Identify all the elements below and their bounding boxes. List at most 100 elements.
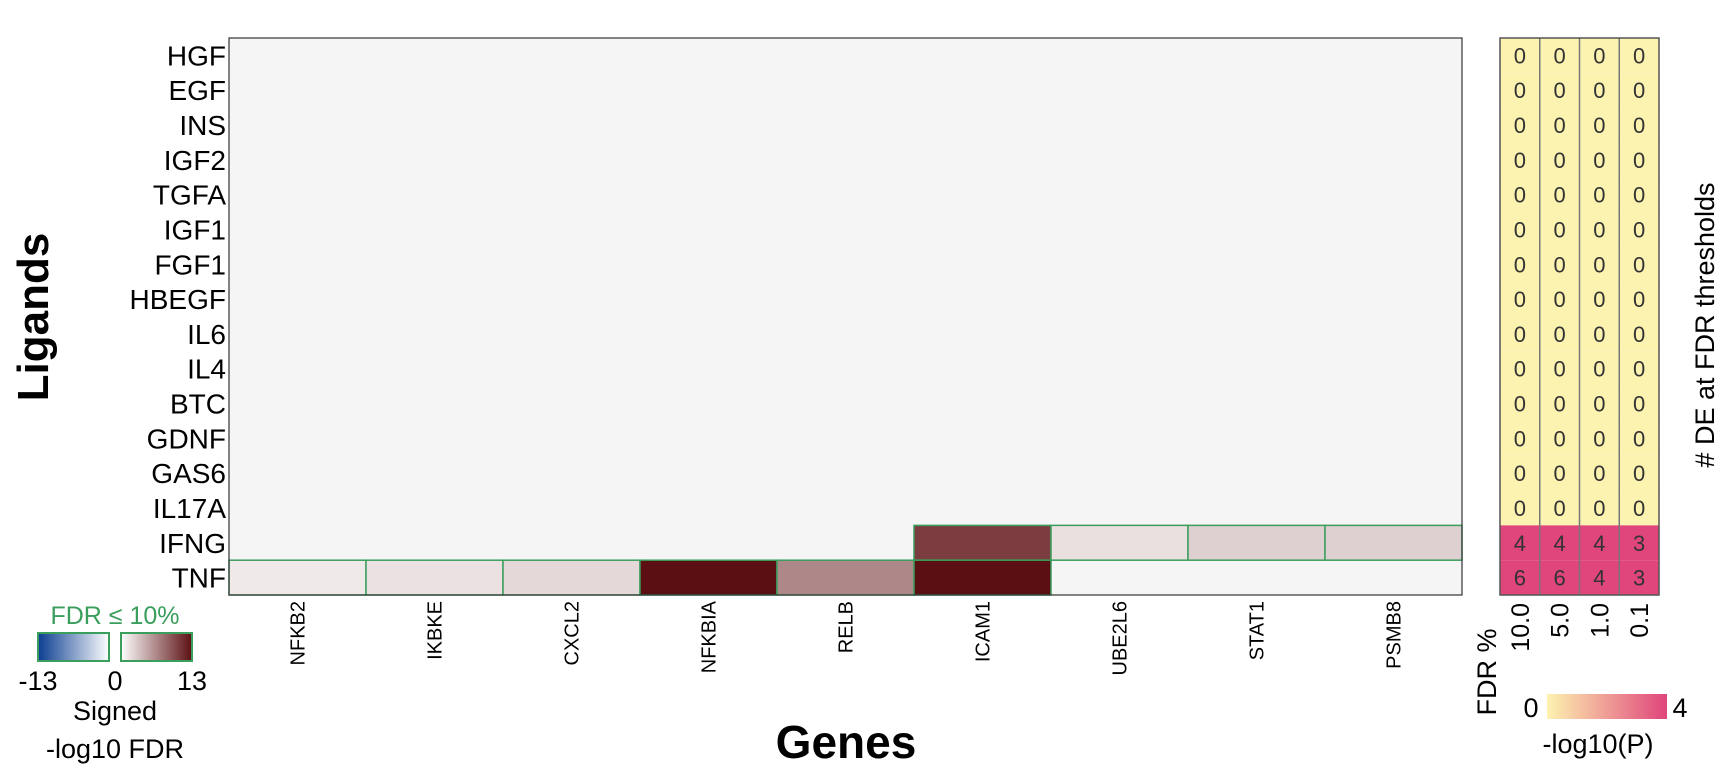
table-cell-hbegf-1.0	[1579, 281, 1620, 317]
table-cell-hgf-5.0	[1539, 38, 1580, 73]
heatmap-background	[229, 38, 1462, 595]
table-value-tnf-10.0: 6	[1514, 566, 1526, 591]
table-value-btc-0.1: 0	[1633, 392, 1645, 417]
fdr-threshold-10.0: 10.0	[1507, 603, 1535, 652]
ligand-label-gas6: GAS6	[151, 458, 226, 489]
table-value-tgfa-1.0: 0	[1593, 183, 1605, 208]
table-cell-hbegf-5.0	[1539, 281, 1580, 317]
ligand-label-ins: INS	[179, 110, 226, 141]
table-cell-tgfa-0.1	[1619, 177, 1659, 213]
table-value-gas6-1.0: 0	[1593, 461, 1605, 486]
table-cell-igf1-5.0	[1539, 212, 1580, 247]
table-value-hgf-10.0: 0	[1514, 43, 1526, 68]
ligand-label-hgf: HGF	[167, 40, 226, 71]
gene-label-psmb8: PSMB8	[1384, 601, 1406, 669]
table-cell-il6-5.0	[1539, 316, 1580, 352]
legend-label-line1: Signed	[73, 696, 157, 726]
table-cell-btc-1.0	[1579, 386, 1620, 421]
table-cell-hgf-0.1	[1619, 38, 1659, 73]
table-value-hgf-0.1: 0	[1633, 43, 1645, 68]
legend-tick-min: -13	[18, 666, 57, 696]
fdr-threshold-1.0: 1.0	[1586, 603, 1614, 638]
table-cell-egf-1.0	[1579, 72, 1620, 108]
table-cell-ins-10.0	[1500, 107, 1540, 143]
table-value-igf1-1.0: 0	[1593, 217, 1605, 242]
table-value-hbegf-5.0: 0	[1554, 287, 1566, 312]
de-count-table: 0 0 0 0 0 0 0 0 0 0 0 0 0 0 0 0 0 0 0 0 0 0 0 0 0 0 0 0 0 0 0 0 0 0 0 0 0 0 0 0…	[1499, 37, 1660, 596]
table-cell-il4-0.1	[1619, 351, 1659, 387]
table-value-egf-1.0: 0	[1593, 78, 1605, 103]
table-value-fgf1-1.0: 0	[1593, 252, 1605, 277]
table-cell-egf-0.1	[1619, 72, 1659, 108]
table-cell-il4-1.0	[1579, 351, 1620, 387]
table-cell-il6-1.0	[1579, 316, 1620, 352]
table-cell-ifng-10.0	[1500, 525, 1540, 561]
table-value-gdnf-0.1: 0	[1633, 426, 1645, 451]
table-cell-igf2-10.0	[1500, 142, 1540, 178]
table-value-btc-10.0: 0	[1514, 392, 1526, 417]
ligand-label-btc: BTC	[170, 389, 226, 420]
table-cell-igf2-0.1	[1619, 142, 1659, 178]
table-value-il17a-0.1: 0	[1633, 496, 1645, 521]
table-cell-igf2-1.0	[1579, 142, 1620, 178]
table-cell-egf-10.0	[1500, 72, 1540, 108]
table-value-ifng-5.0: 4	[1554, 531, 1566, 556]
gene-label-stat1: STAT1	[1247, 601, 1269, 660]
table-value-hbegf-1.0: 0	[1593, 287, 1605, 312]
table-cell-igf1-10.0	[1500, 212, 1540, 247]
table-cell-tnf-10.0	[1500, 560, 1540, 595]
heatmap	[228, 37, 1463, 596]
table-value-il4-10.0: 0	[1514, 357, 1526, 382]
table-cell-ifng-5.0	[1539, 525, 1580, 561]
table-cell-tgfa-5.0	[1539, 177, 1580, 213]
table-cell-gdnf-0.1	[1619, 420, 1659, 456]
table-value-tnf-0.1: 3	[1633, 566, 1645, 591]
table-value-egf-10.0: 0	[1514, 78, 1526, 103]
pvalue-colorbar	[1547, 694, 1667, 719]
legend-negative-colorbar	[37, 632, 110, 662]
signed-fdr-legend: FDR ≤ 10% -13 0 13 Signed -log10 FDR	[18, 602, 207, 764]
table-value-tnf-5.0: 6	[1554, 566, 1566, 591]
table-value-igf1-5.0: 0	[1554, 217, 1566, 242]
table-value-il4-5.0: 0	[1554, 357, 1566, 382]
table-cell-tgfa-1.0	[1579, 177, 1620, 213]
table-value-il17a-1.0: 0	[1593, 496, 1605, 521]
pvalue-legend-label: -log10(P)	[1542, 729, 1653, 759]
table-cell-gdnf-10.0	[1500, 420, 1540, 456]
table-cell-il6-0.1	[1619, 316, 1659, 352]
table-title: # DE at FDR thresholds	[1690, 182, 1720, 467]
table-cell-gdnf-5.0	[1539, 420, 1580, 456]
table-cell-fgf1-5.0	[1539, 246, 1580, 282]
heatmap-cell-ifng-stat1	[1187, 524, 1326, 561]
table-cell-hbegf-0.1	[1619, 281, 1659, 317]
ligand-label-ifng: IFNG	[159, 528, 226, 559]
heatmap-frame	[228, 37, 1463, 596]
table-value-fgf1-0.1: 0	[1633, 252, 1645, 277]
table-cell-il17a-10.0	[1500, 490, 1540, 526]
table-cell-ins-1.0	[1579, 107, 1620, 143]
table-value-egf-5.0: 0	[1554, 78, 1566, 103]
table-cell-gas6-0.1	[1619, 455, 1659, 491]
table-value-igf1-10.0: 0	[1514, 217, 1526, 242]
table-cell-igf1-1.0	[1579, 212, 1620, 247]
ligand-label-il4: IL4	[187, 354, 226, 385]
ligand-label-il17a: IL17A	[153, 493, 226, 524]
heatmap-cell-tnf-nfkb2	[228, 559, 367, 596]
table-cell-hgf-10.0	[1500, 38, 1540, 73]
legend-title: FDR ≤ 10%	[50, 602, 179, 630]
table-cell-il4-10.0	[1500, 351, 1540, 387]
table-cell-egf-5.0	[1539, 72, 1580, 108]
table-value-tnf-1.0: 4	[1593, 566, 1605, 591]
legend-positive-colorbar	[120, 632, 193, 662]
table-cell-tnf-0.1	[1619, 560, 1659, 595]
heatmap-cell-ifng-psmb8	[1324, 524, 1463, 561]
ligand-label-il6: IL6	[187, 319, 226, 350]
table-value-ifng-1.0: 4	[1593, 531, 1605, 556]
table-cell-fgf1-0.1	[1619, 246, 1659, 282]
table-value-il6-0.1: 0	[1633, 322, 1645, 347]
table-cell-il4-5.0	[1539, 351, 1580, 387]
ligand-label-igf1: IGF1	[164, 214, 226, 245]
table-value-hbegf-10.0: 0	[1514, 287, 1526, 312]
gene-label-ikbke: IKBKE	[425, 601, 447, 660]
table-value-fgf1-5.0: 0	[1554, 252, 1566, 277]
